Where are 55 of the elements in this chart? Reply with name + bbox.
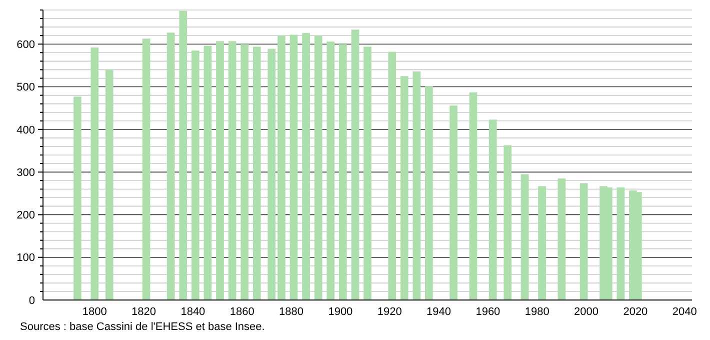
- bar: [252, 46, 261, 300]
- x-tick-label: 1820: [132, 306, 156, 318]
- bar: [616, 187, 625, 300]
- y-tick-label: 400: [16, 124, 35, 136]
- bar: [364, 46, 372, 300]
- bar: [580, 183, 588, 300]
- bar: [538, 186, 546, 300]
- x-tick-label: 2040: [672, 306, 697, 318]
- bar: [105, 70, 114, 300]
- bar: [388, 52, 396, 300]
- bar: [425, 86, 433, 300]
- bar: [326, 42, 335, 300]
- x-tick-label: 1800: [82, 306, 107, 318]
- x-tick-label: 1940: [426, 306, 452, 318]
- bar: [290, 34, 298, 300]
- bar: [216, 41, 224, 300]
- y-tick-label: 500: [16, 82, 35, 94]
- bar: [351, 30, 360, 300]
- bar: [314, 36, 322, 300]
- bar: [166, 32, 175, 300]
- bar: [338, 44, 347, 300]
- bar: [228, 41, 236, 300]
- x-tick-label: 2020: [623, 306, 648, 318]
- x-tick-label: 1860: [230, 306, 254, 318]
- y-tick-label: 200: [16, 210, 35, 222]
- y-tick-label: 0: [28, 294, 35, 307]
- x-tick-label: 1880: [279, 306, 304, 318]
- bar: [204, 46, 212, 300]
- bar: [520, 174, 529, 300]
- x-tick-label: 1920: [377, 306, 402, 318]
- bar: [412, 71, 421, 300]
- x-tick-label: 1980: [524, 306, 550, 318]
- bar: [240, 44, 249, 300]
- bar: [268, 48, 276, 300]
- bar: [302, 33, 310, 300]
- x-tick-label: 1840: [180, 306, 206, 318]
- bar: [450, 106, 458, 300]
- bar: [73, 96, 82, 300]
- bar: [558, 178, 566, 300]
- bar: [278, 36, 286, 300]
- x-tick-label: 1960: [476, 306, 500, 318]
- bar: [400, 76, 408, 300]
- y-tick-label: 600: [16, 38, 35, 51]
- bar: [179, 10, 188, 300]
- bar: [469, 92, 478, 300]
- x-tick-label: 2000: [574, 306, 599, 318]
- bar: [191, 50, 200, 300]
- bar: [488, 120, 497, 300]
- x-tick-label: 1900: [328, 306, 353, 318]
- source-note: Sources : base Cassini de l'EHESS et base Insee.: [20, 321, 265, 333]
- y-tick-label: 100: [16, 252, 35, 264]
- bar: [504, 145, 512, 300]
- y-tick-label: 300: [16, 166, 35, 179]
- bar: [142, 38, 150, 300]
- bar: [90, 48, 99, 300]
